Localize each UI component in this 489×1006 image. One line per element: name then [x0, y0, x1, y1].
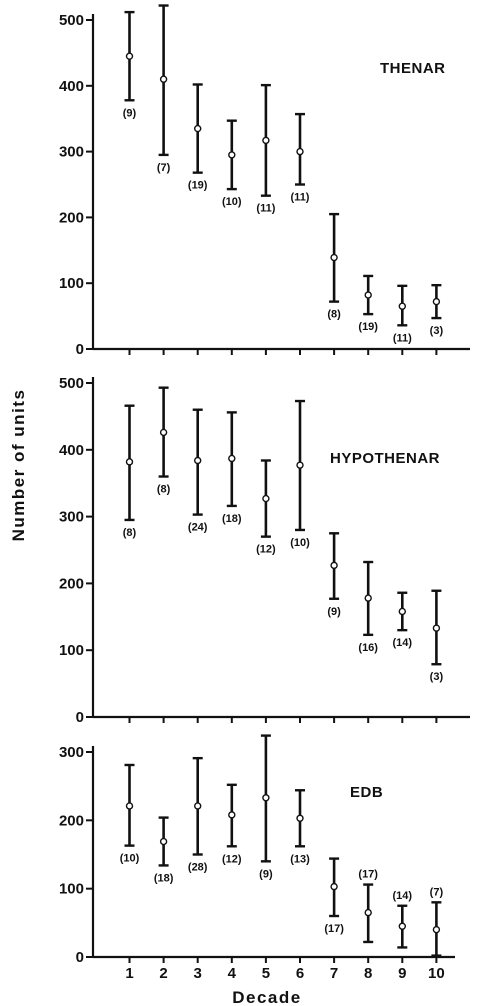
- mean-point: [398, 607, 406, 616]
- sample-size-label: (16): [358, 642, 378, 654]
- y-axis-title: Number of units: [9, 389, 28, 542]
- mean-point: [398, 302, 406, 310]
- mean-point: [262, 794, 270, 802]
- x-tick-label: 5: [262, 965, 270, 982]
- sample-size-label: (8): [327, 309, 341, 321]
- mean-point: [262, 494, 270, 503]
- sample-size-label: (11): [291, 192, 310, 204]
- mean-point: [193, 124, 202, 133]
- x-tick-label: 10: [428, 965, 445, 982]
- mean-point: [364, 291, 372, 299]
- mean-point: [296, 147, 304, 156]
- y-tick-label: 200: [59, 209, 84, 226]
- sample-size-label: (10): [120, 853, 140, 865]
- y-tick-label: 300: [59, 509, 84, 526]
- y-tick-label: 200: [59, 575, 84, 592]
- sample-size-label: (19): [188, 180, 208, 192]
- sample-size-label: (3): [430, 671, 444, 683]
- mean-point: [193, 802, 202, 810]
- y-tick-label: 100: [59, 881, 84, 898]
- mean-point: [228, 454, 236, 463]
- sample-size-label: (7): [430, 886, 444, 898]
- x-tick-label: 1: [125, 965, 133, 982]
- x-tick-label: 8: [364, 965, 372, 982]
- mean-point: [330, 253, 338, 262]
- mean-point: [159, 837, 168, 846]
- sample-size-label: (9): [327, 606, 341, 618]
- y-tick-label: 500: [59, 12, 84, 29]
- mean-point: [159, 75, 168, 83]
- x-tick-label: 7: [330, 965, 338, 982]
- y-tick-label: 0: [76, 709, 84, 726]
- chart-panels: 0 100 200 300 400 500 THENAR (9) (7) (19) (10) (11)…: [59, 4, 470, 966]
- sample-size-label: (10): [222, 196, 242, 208]
- y-tick-label: 0: [76, 949, 84, 966]
- y-tick-label: 100: [59, 275, 84, 292]
- mean-point: [125, 458, 134, 466]
- mean-point: [125, 52, 134, 60]
- sample-size-label: (18): [222, 513, 242, 525]
- sample-size-label: (24): [188, 522, 208, 534]
- y-tick-label: 400: [59, 442, 84, 459]
- sample-size-label: (14): [393, 637, 413, 649]
- panel-label: THENAR: [380, 60, 446, 77]
- sample-size-label: (11): [393, 332, 412, 344]
- sample-size-label: (8): [157, 484, 171, 496]
- mean-point: [159, 428, 168, 437]
- sample-size-label: (9): [259, 868, 273, 880]
- sample-size-label: (13): [290, 853, 310, 865]
- sample-size-label: (19): [358, 321, 378, 333]
- y-tick-label: 100: [59, 642, 84, 659]
- x-tick-label: 9: [398, 965, 406, 982]
- y-tick-label: 500: [59, 375, 84, 392]
- mean-point: [296, 461, 304, 469]
- sample-size-label: (10): [290, 537, 310, 549]
- x-axis-title: Decade: [232, 988, 301, 1006]
- mean-point: [125, 802, 134, 810]
- sample-size-label: (3): [430, 325, 444, 337]
- sample-size-label: (9): [123, 107, 137, 119]
- mean-point: [364, 594, 372, 602]
- sample-size-label: (12): [256, 544, 276, 556]
- mean-point: [330, 882, 338, 891]
- x-tick-label: 3: [194, 965, 202, 982]
- mean-point: [364, 908, 372, 917]
- mean-point: [398, 922, 406, 930]
- mean-point: [262, 136, 270, 145]
- mean-point: [296, 814, 304, 822]
- mean-point: [330, 561, 338, 570]
- panel-thenar: 0 100 200 300 400 500 THENAR (9) (7) (19) (10) (11)…: [59, 4, 470, 358]
- y-tick-label: 0: [76, 341, 84, 358]
- sample-size-label: (12): [222, 853, 242, 865]
- panel-label: HYPOTHENAR: [330, 450, 440, 467]
- mean-point: [193, 456, 202, 465]
- y-tick-label: 300: [59, 144, 84, 161]
- y-tick-label: 400: [59, 78, 84, 95]
- y-tick-label: 200: [59, 812, 84, 829]
- panel-hypothenar: 0 100 200 300 400 500 HYPOTHENAR (8) (8) (24) (18)…: [59, 375, 470, 726]
- mean-point: [432, 925, 441, 934]
- mean-point: [432, 624, 441, 632]
- sample-size-label: (11): [256, 203, 275, 215]
- sample-size-label: (14): [393, 890, 413, 902]
- sample-size-label: (17): [324, 923, 344, 935]
- sample-size-label: (18): [154, 872, 174, 884]
- mean-point: [228, 151, 236, 159]
- x-tick-label: 4: [228, 965, 237, 982]
- sample-size-label: (8): [123, 527, 137, 539]
- x-tick-label: 2: [159, 965, 167, 982]
- mean-point: [228, 811, 236, 819]
- sample-size-label: (7): [157, 162, 171, 174]
- panel-edb: 0 100 200 300 EDB (10) (18) (28) (12) (9) (13) (17)…: [59, 734, 455, 966]
- y-tick-label: 300: [59, 744, 84, 761]
- mean-point: [432, 297, 441, 306]
- x-tick-label: 6: [296, 965, 304, 982]
- sample-size-label: (28): [188, 862, 208, 874]
- panel-label: EDB: [350, 784, 383, 801]
- x-axis: 1 2 3 4 5 6 7 8 9 10: [125, 965, 444, 982]
- sample-size-label: (17): [358, 869, 378, 881]
